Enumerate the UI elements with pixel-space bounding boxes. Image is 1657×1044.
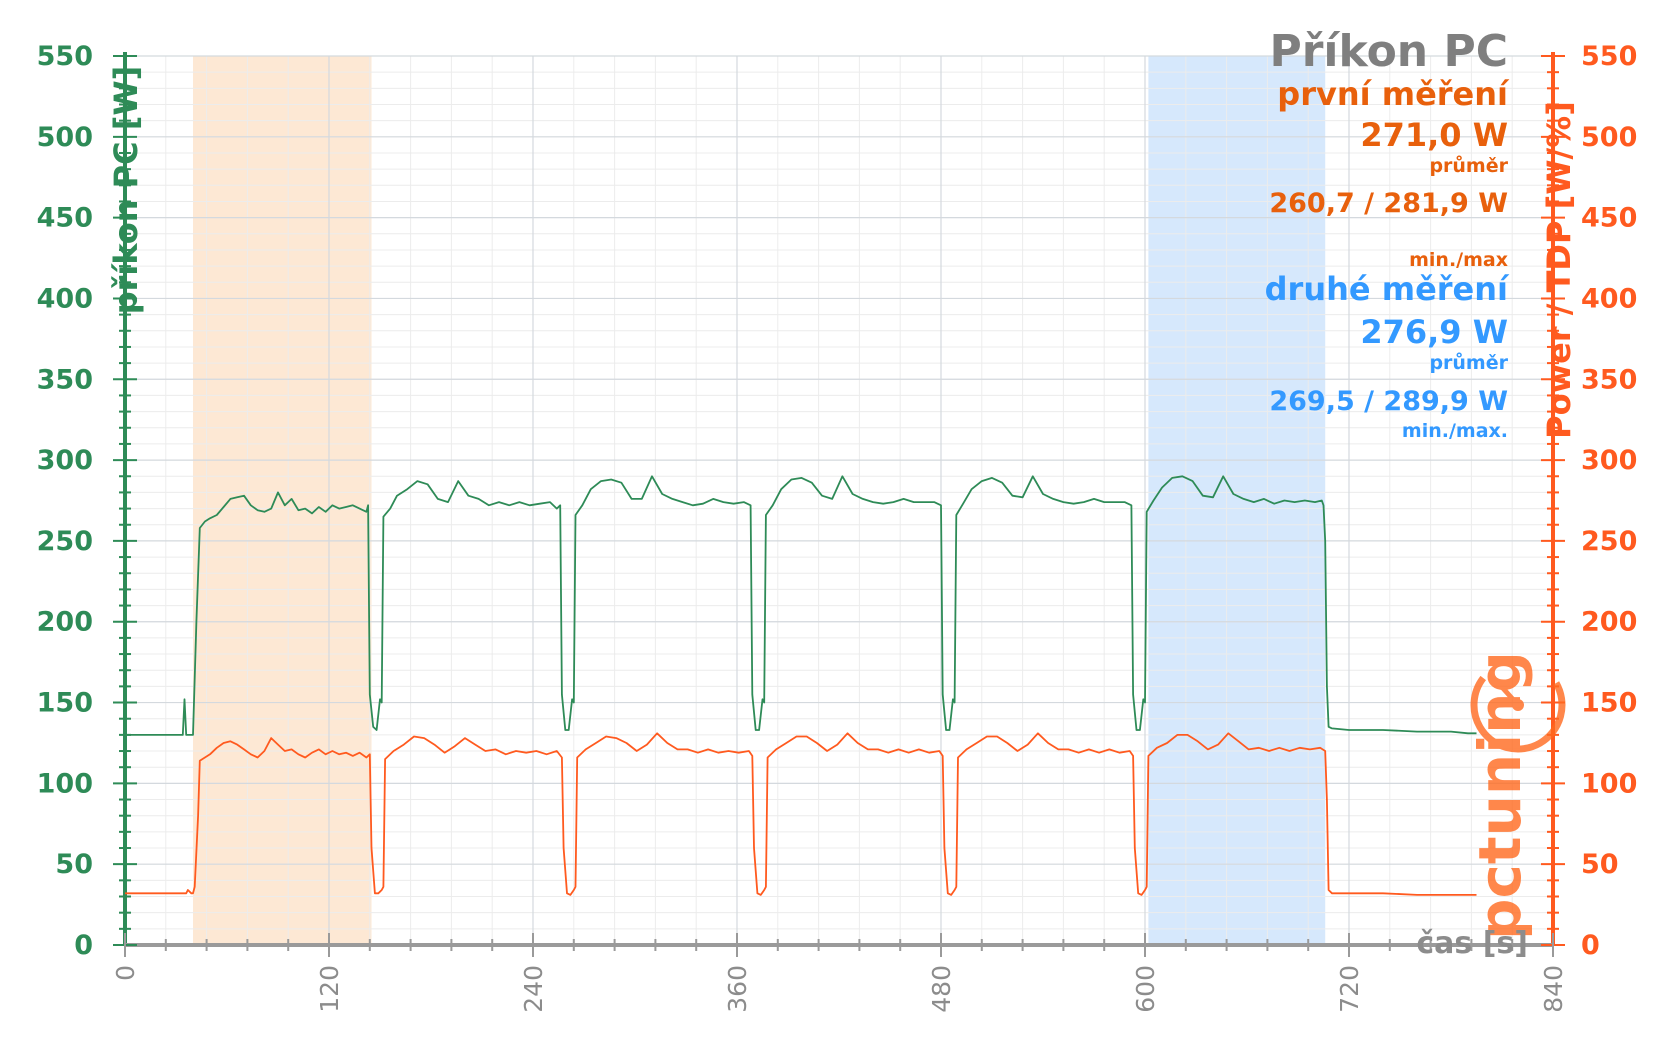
y-axis-right-label: Power / TDP [W/%] [1540, 101, 1578, 439]
x-tick-label: 360 [723, 965, 752, 1013]
y-right-tick-label: 500 [1581, 122, 1637, 153]
second-measurement-minmax: 269,5 / 289,9 W [1269, 386, 1508, 417]
y-right-tick-label: 450 [1581, 203, 1637, 234]
highlight-range-2 [1148, 56, 1326, 945]
y-right-tick-label: 200 [1581, 607, 1637, 638]
watermark-text-pc: pctuning [1466, 651, 1534, 940]
y-right-tick-label: 50 [1581, 849, 1619, 880]
series-line-right [125, 732, 1477, 896]
x-tick-label: 720 [1335, 965, 1364, 1013]
x-tick-label: 120 [315, 965, 344, 1013]
first-measurement-avg: 271,0 W [1360, 116, 1508, 154]
second-measurement-avg-caption: průměr [1429, 351, 1508, 374]
y-left-tick-label: 400 [37, 283, 93, 314]
y-left-tick-label: 550 [37, 41, 93, 72]
tick-labels: 0 50 100 150 200 250 300 350 400 450 500 550 0 50 100 1… [37, 41, 1638, 1013]
x-tick-label: 600 [1131, 965, 1160, 1013]
y-left-tick-label: 450 [37, 203, 93, 234]
y-axis-left-label: příkon PC [W] [107, 66, 145, 315]
x-tick-label: 240 [519, 965, 548, 1013]
highlight-ranges [193, 56, 1326, 945]
second-measurement-minmax-caption: min./max. [1402, 420, 1508, 442]
stopwatch-pin [1512, 699, 1524, 711]
series-line-left [125, 475, 1477, 736]
y-right-tick-label: 550 [1581, 41, 1637, 72]
x-tick-label: 0 [111, 965, 140, 981]
x-tick-label: 840 [1539, 965, 1568, 1013]
y-left-tick-label: 350 [37, 364, 93, 395]
x-tick-label: 480 [927, 965, 956, 1013]
y-right-tick-label: 300 [1581, 445, 1637, 476]
stopwatch-hand [1490, 674, 1520, 707]
watermark-logo: pctuning [1466, 651, 1566, 940]
first-measurement-minmax: 260,7 / 281,9 W [1269, 188, 1508, 219]
y-left-tick-label: 200 [37, 607, 93, 638]
first-measurement-minmax-caption: min./max [1409, 249, 1508, 271]
second-measurement-avg: 276,9 W [1360, 313, 1508, 351]
y-left-tick-label: 500 [37, 122, 93, 153]
watermark-text: pctuning [1466, 651, 1534, 940]
y-right-tick-label: 350 [1581, 364, 1637, 395]
y-right-tick-label: 150 [1581, 688, 1637, 719]
second-measurement-label: druhé měření [1265, 270, 1510, 308]
y-left-tick-label: 0 [74, 930, 93, 961]
y-left-tick-label: 150 [37, 688, 93, 719]
y-left-tick-label: 50 [55, 849, 93, 880]
y-right-tick-label: 100 [1581, 768, 1637, 799]
chart-title: Příkon PC [1269, 26, 1508, 77]
x-axis-label: čas [s] [1416, 926, 1528, 961]
stopwatch-icon [1470, 657, 1566, 753]
y-right-tick-label: 0 [1581, 930, 1600, 961]
y-right-tick-label: 250 [1581, 526, 1637, 557]
series-lines [125, 475, 1477, 896]
first-measurement-avg-caption: průměr [1429, 154, 1508, 177]
y-right-tick-label: 400 [1581, 283, 1637, 314]
y-left-tick-label: 300 [37, 445, 93, 476]
y-left-tick-label: 250 [37, 526, 93, 557]
y-left-tick-label: 100 [37, 768, 93, 799]
first-measurement-label: první měření [1277, 75, 1510, 113]
